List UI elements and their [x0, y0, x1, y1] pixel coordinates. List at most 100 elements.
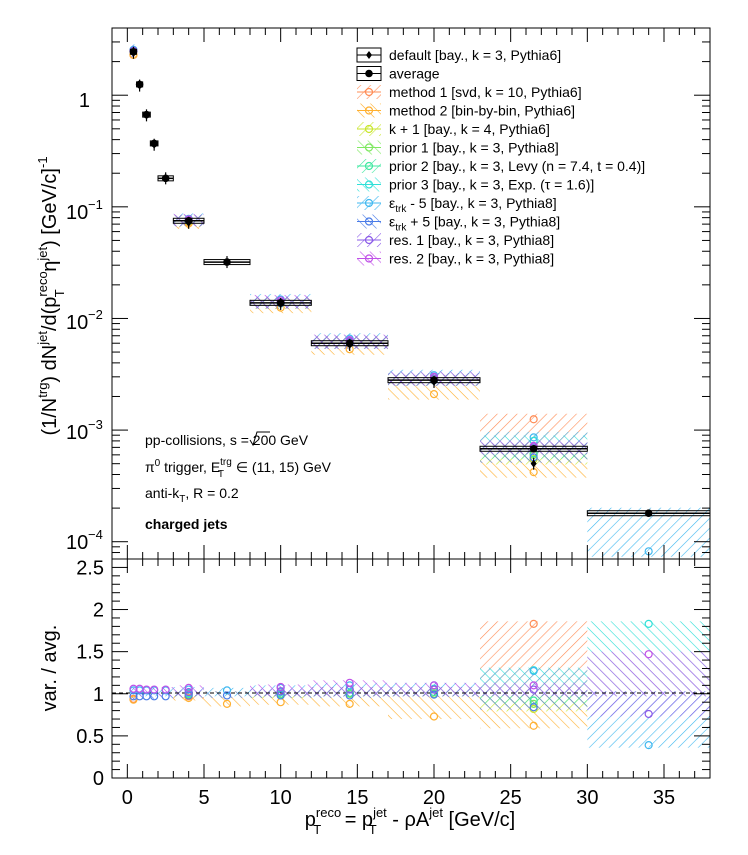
default-point [431, 377, 437, 386]
x-tick-label: 0 [122, 787, 133, 809]
legend-label: prior 3 [bay., k = 3, Exp. (τ = 1.6)] [389, 177, 594, 193]
variation-point [529, 415, 538, 424]
variation-point [161, 685, 170, 694]
x-tick-label: 30 [576, 787, 598, 809]
x-tick-label: 5 [198, 787, 209, 809]
variation-point [644, 741, 653, 750]
average-point [529, 444, 538, 453]
variation-point [345, 699, 354, 708]
variation-point [222, 691, 232, 700]
svg-text:−2: −2 [88, 307, 103, 322]
legend-label: k + 1 [bay., k = 4, Pythia6] [389, 121, 550, 137]
annotation-algorithm: anti-kT, R = 0.2 [145, 485, 239, 505]
variation-point [529, 703, 538, 712]
legend-entry: prior 3 [bay., k = 3, Exp. (τ = 1.6)] [357, 177, 594, 193]
variation-point [276, 687, 285, 696]
variation-point [345, 681, 354, 690]
legend-entry: average [356, 66, 440, 82]
bottom-y-tick-label: 1 [93, 684, 104, 706]
variation-point [129, 695, 138, 704]
variation-point [345, 691, 354, 700]
svg-text:10: 10 [66, 312, 88, 334]
variation-point [429, 712, 439, 721]
default-point [185, 218, 192, 227]
bottom-y-axis: 0 0.5 1 1.5 2 2.5 [76, 557, 710, 790]
legend-label: res. 2 [bay., k = 3, Pythia8] [389, 251, 554, 267]
variation-point [345, 678, 354, 687]
svg-text:10: 10 [66, 532, 88, 554]
variation-point [150, 685, 159, 694]
annotation-charged-jets: charged jets [145, 516, 228, 532]
svg-text:−1: −1 [88, 197, 103, 212]
legend-label: method 2 [bin-by-bin, Pythia6] [389, 103, 575, 119]
legend-label: method 1 [svd, k = 10, Pythia6] [389, 84, 582, 100]
variation-point [644, 709, 653, 719]
legend-label: average [389, 66, 440, 82]
legend-label: prior 2 [bay., k = 3, Levy (n = 7.4, t =… [389, 158, 645, 174]
ratio-panel: 00.511.522.5 0 5 10 15 20 25 30 35 var. / avg. … [39, 557, 711, 837]
bottom-y-tick-label: 1.5 [76, 642, 104, 664]
legend-entry: εtrk + 5 [bay., k = 3, Pythia8] [357, 214, 560, 234]
default-point [277, 299, 284, 308]
variation-point [529, 619, 538, 628]
band-hatch [130, 686, 137, 697]
default-point [136, 81, 143, 90]
variation-point [644, 650, 653, 659]
variation-point [222, 699, 232, 708]
default-point [151, 140, 158, 149]
x-tick-label: 20 [423, 787, 445, 809]
annotation-trigger: π0 trigger, Etrg T ∈ (11, 15) GeV [145, 457, 332, 480]
default-point [143, 111, 150, 120]
svg-text:−3: −3 [88, 417, 103, 432]
legend-label: εtrk + 5 [bay., k = 3, Pythia8] [389, 214, 560, 234]
default-point [162, 174, 169, 183]
band-hatch [142, 687, 151, 697]
band-hatch [587, 651, 710, 697]
bottom-y-axis-title: var. / avg. [39, 625, 61, 712]
variation-point [276, 691, 285, 700]
variation-point [142, 685, 151, 694]
variation-point [529, 433, 538, 442]
bottom-y-tick-label: 0.5 [76, 726, 104, 748]
legend-entry: method 1 [svd, k = 10, Pythia6] [357, 84, 582, 100]
svg-text:10: 10 [66, 422, 88, 444]
top-y-axis [112, 27, 710, 560]
variation-point [184, 693, 193, 703]
x-tick-label: 10 [270, 787, 292, 809]
variation-point [529, 685, 538, 694]
variation-point [184, 683, 193, 692]
legend-label: prior 1 [bay., k = 3, Pythia8] [389, 140, 559, 156]
sqrt-symbol [249, 431, 270, 447]
legend-entry: prior 1 [bay., k = 3, Pythia8] [357, 140, 559, 156]
legend-entry: k + 1 [bay., k = 4, Pythia6] [357, 121, 550, 137]
variation-point [529, 721, 538, 730]
top-y-tick-label: 10 −3 [66, 417, 103, 444]
top-y-axis-title: (1/Ntrg) dNjet/d(preco T ηjet) [GeV/c]-1 [35, 156, 67, 435]
legend-entry: default [bay., k = 3, Pythia6] [356, 47, 561, 63]
annotation-collisions: pp-collisions, s = 200 GeV [145, 432, 309, 448]
default-point [346, 340, 353, 349]
svg-text:10: 10 [66, 202, 88, 224]
average-points-top [129, 46, 711, 518]
variation-point [529, 681, 538, 690]
variation-point [429, 681, 439, 690]
x-tick-label: 25 [500, 787, 522, 809]
bottom-y-tick-label: 0 [93, 768, 104, 790]
variation-points-bottom [129, 619, 653, 750]
band-hatch [158, 687, 174, 697]
default-point [224, 258, 230, 267]
default-point [530, 459, 537, 468]
legend-entry: method 2 [bin-by-bin, Pythia6] [357, 103, 575, 119]
legend-label: default [bay., k = 3, Pythia6] [389, 47, 561, 63]
variation-point [222, 686, 232, 695]
svg-text:−4: −4 [88, 527, 103, 542]
variation-point [529, 699, 538, 708]
legend-label: res. 1 [bay., k = 3, Pythia8] [389, 232, 554, 248]
legend-label: εtrk - 5 [bay., k = 3, Pythia8] [389, 195, 557, 215]
legend-entry: res. 2 [bay., k = 3, Pythia8] [357, 251, 554, 267]
variation-point [276, 682, 285, 692]
average-point [644, 509, 653, 518]
variation-point [429, 690, 439, 699]
band-hatch [480, 682, 588, 697]
